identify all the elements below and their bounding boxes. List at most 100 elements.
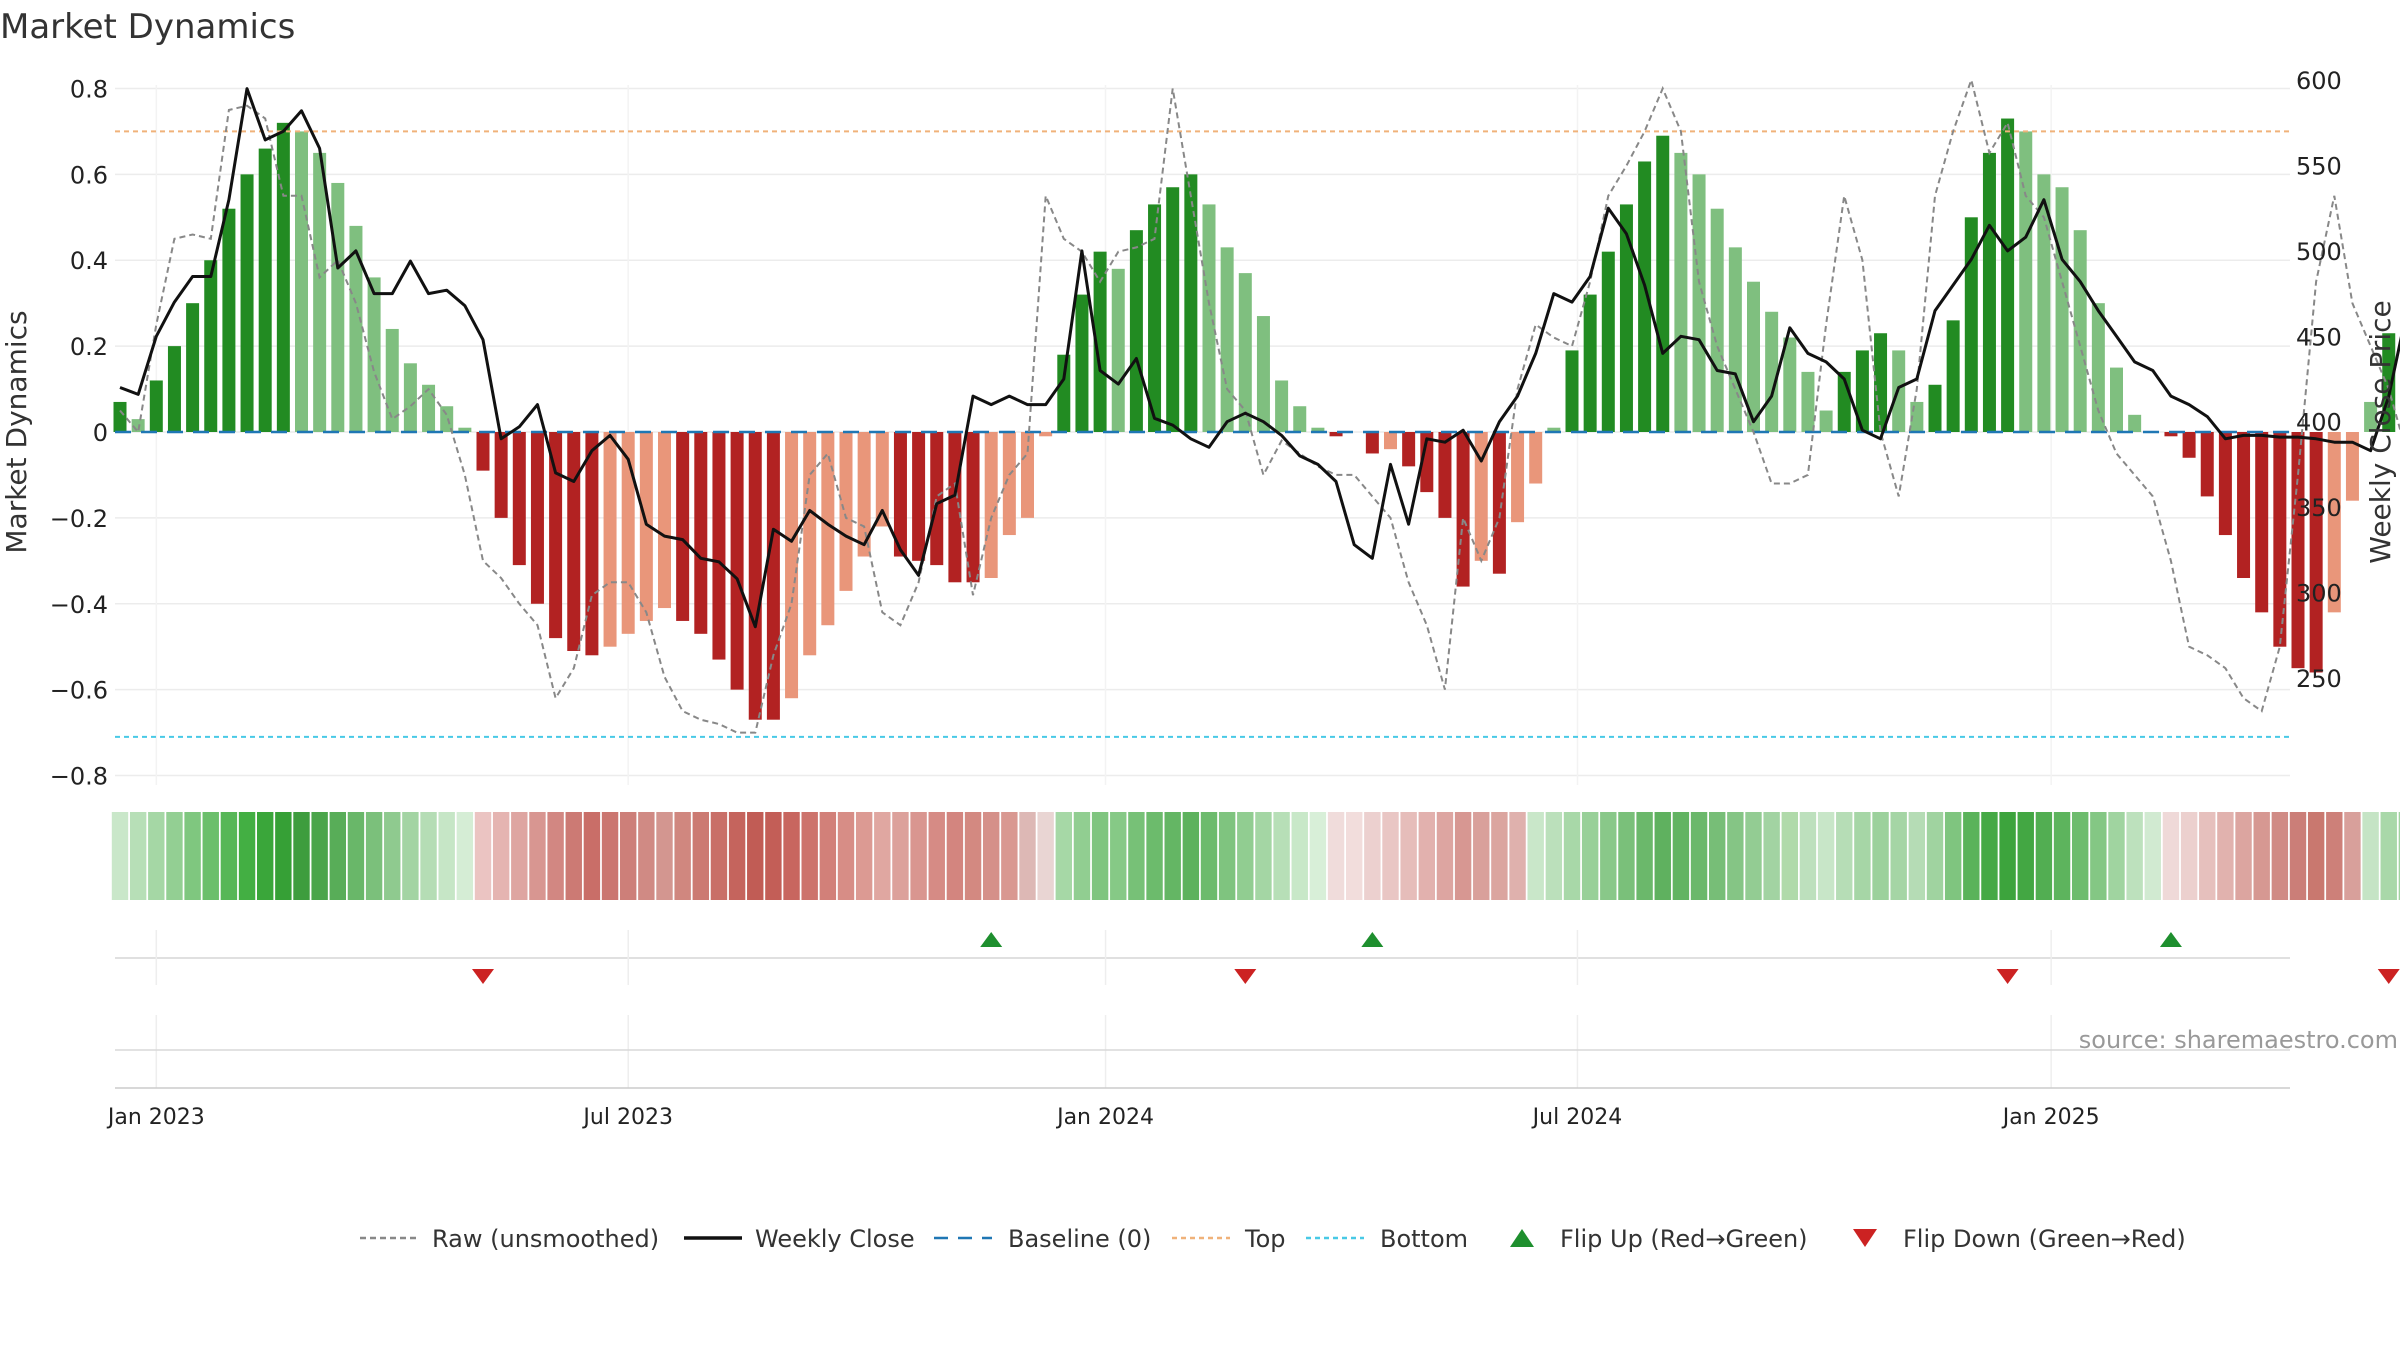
strip-cell <box>238 812 256 900</box>
bar <box>1093 251 1107 432</box>
legend-swatch-flip-down <box>1853 1229 1877 1247</box>
strip-cell <box>1200 812 1218 900</box>
right-axis-label: Weekly Close Price <box>2364 300 2397 563</box>
legend-label: Weekly Close <box>755 1225 915 1253</box>
strip-cell <box>2144 812 2161 900</box>
strip-cell <box>1418 812 1435 900</box>
flip-up-marker <box>980 932 1003 947</box>
left-tick-label: −0.2 <box>50 505 108 533</box>
bar <box>912 432 926 561</box>
bar <box>1438 432 1452 518</box>
x-tick-label: Jul 2023 <box>581 1105 673 1130</box>
bar <box>621 432 635 634</box>
strip-cell <box>656 812 673 900</box>
bar <box>966 432 980 583</box>
strip-cell <box>1963 812 1980 900</box>
bar <box>1039 432 1053 437</box>
strip-cell <box>2380 812 2397 900</box>
flip-down-marker <box>2377 969 2400 984</box>
bar <box>1148 204 1162 432</box>
bar <box>2001 118 2015 433</box>
right-tick-label: 500 <box>2296 238 2342 266</box>
bar <box>1747 281 1760 432</box>
bar <box>1002 432 1016 536</box>
bar <box>2255 432 2269 613</box>
strip-cell <box>1019 812 1036 900</box>
bar <box>676 432 690 621</box>
strip-cell <box>329 812 346 900</box>
strip-cell <box>275 812 292 900</box>
strip-cell <box>692 812 709 900</box>
x-tick-label: Jan 2024 <box>1055 1105 1154 1130</box>
strip-cell <box>1908 812 1926 900</box>
strip-cell <box>202 812 219 900</box>
bar <box>1511 432 1525 523</box>
strip-cell <box>1110 812 1127 900</box>
bar <box>1982 152 1996 432</box>
bar <box>2073 230 2087 432</box>
bar <box>186 303 200 432</box>
x-tick-label: Jul 2024 <box>1531 1105 1623 1130</box>
strip-cell <box>511 812 528 900</box>
strip-cell <box>819 812 837 900</box>
bar <box>1456 432 1470 587</box>
strip-cell <box>801 812 818 900</box>
bar <box>1801 371 1815 432</box>
bar <box>222 208 236 432</box>
bar <box>1765 311 1779 432</box>
strip-cell <box>1055 812 1072 900</box>
bar <box>1057 354 1071 432</box>
legend-label: Flip Up (Red→Green) <box>1560 1225 1808 1253</box>
bar <box>712 432 726 660</box>
bar <box>1311 427 1325 432</box>
strip-cell <box>928 812 945 900</box>
legend-item: Bottom <box>1306 1225 1468 1253</box>
right-tick-label: 450 <box>2296 323 2342 351</box>
strip-cell <box>1944 812 1962 900</box>
bar <box>422 384 436 432</box>
strip-cell <box>2289 812 2307 900</box>
strip-cell <box>1563 812 1581 900</box>
legend-item: Flip Down (Green→Red) <box>1853 1225 2186 1253</box>
strip-cell <box>2072 812 2089 900</box>
strip-cell <box>492 812 510 900</box>
bar <box>1728 247 1742 432</box>
strip-cell <box>946 812 964 900</box>
bar <box>1365 432 1379 454</box>
bar <box>2164 432 2178 437</box>
bar <box>1275 380 1289 432</box>
bar <box>440 406 454 432</box>
strip-cell <box>1255 812 1272 900</box>
strip-cell <box>1890 812 1907 900</box>
bar <box>458 427 472 432</box>
flip-markers <box>115 930 2400 985</box>
strip-cell <box>2235 812 2252 900</box>
bar <box>603 432 617 647</box>
strip-cell <box>1146 812 1163 900</box>
bar <box>1583 294 1597 432</box>
right-tick-label: 550 <box>2296 153 2342 181</box>
strip-cell <box>402 812 419 900</box>
strip-cell <box>1799 812 1817 900</box>
bar <box>2218 432 2232 536</box>
bar <box>403 363 417 432</box>
bar <box>2200 432 2214 497</box>
strip-cell <box>2307 812 2325 900</box>
strip-cell <box>1327 812 1345 900</box>
legend-item: Weekly Close <box>684 1225 915 1253</box>
bar <box>694 432 708 634</box>
strip-cell <box>1509 812 1526 900</box>
bar <box>295 131 308 433</box>
bar <box>1293 406 1307 432</box>
strip-cell <box>1709 812 1726 900</box>
bar <box>2309 432 2323 673</box>
bar-series <box>113 118 2396 720</box>
bar <box>639 432 653 621</box>
bar <box>1329 432 1343 437</box>
right-axis-ticks: 600 550 500 450 400 350 300 250 <box>2296 67 2342 693</box>
bar <box>1402 432 1416 467</box>
bar <box>1166 187 1180 432</box>
strip-cell <box>1872 812 1889 900</box>
strip-cell <box>1182 812 1200 900</box>
bar <box>1129 230 1143 432</box>
